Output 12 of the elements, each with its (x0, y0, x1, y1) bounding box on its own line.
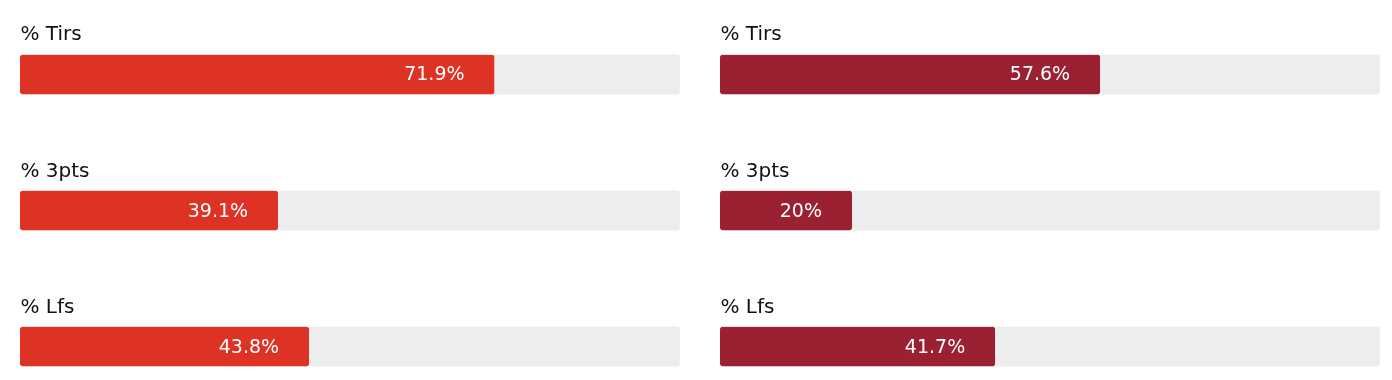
y-tick-label: % Lfs (720, 293, 775, 318)
data-label: 41.7% (904, 334, 966, 357)
data-label: 39.1% (187, 198, 249, 221)
y-tick-label: % Tirs (720, 21, 782, 46)
data-label: 71.9% (404, 62, 465, 85)
y-tick-label: % 3pts (20, 157, 90, 182)
data-label: 20% (779, 198, 822, 221)
y-tick-label: % Lfs (20, 293, 75, 318)
y-tick-label: % Tirs (20, 21, 82, 46)
data-label: 43.8% (218, 334, 280, 357)
y-tick-label: % 3pts (720, 157, 790, 182)
data-label: 57.6% (1009, 62, 1071, 85)
